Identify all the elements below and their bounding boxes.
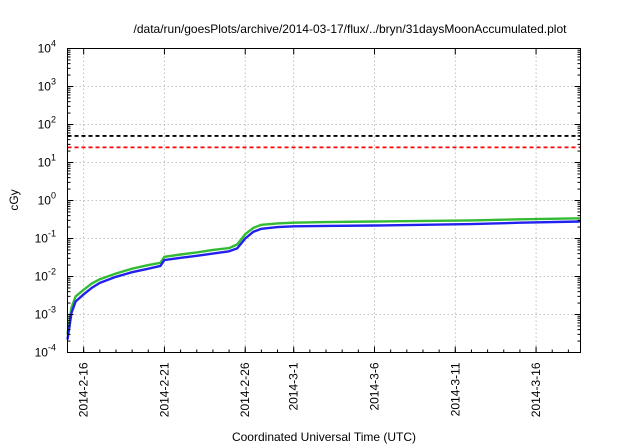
y-tick-label: 10-4 (35, 343, 56, 360)
x-axis-label: Coordinated Universal Time (UTC) (232, 430, 416, 444)
y-tick-label: 10-1 (35, 229, 56, 246)
y-tick-label: 100 (38, 191, 56, 208)
y-tick-label: 101 (38, 153, 56, 170)
y-tick-label: 10-2 (35, 267, 56, 284)
x-tick-label: 2014-3-6 (367, 362, 381, 410)
reference-lines (67, 135, 581, 149)
grid (67, 48, 581, 353)
y-tick-label: 103 (38, 77, 56, 94)
x-tick-label: 2014-2-21 (157, 362, 171, 417)
series-lines (66, 217, 581, 340)
x-tick-label: 2014-2-16 (77, 362, 91, 417)
x-tick-label: 2014-2-26 (238, 362, 252, 417)
x-tick-label: 2014-3-1 (287, 362, 301, 410)
x-tick-label: 2014-3-11 (448, 362, 462, 416)
x-axis-ticks: 2014-2-16 2014-2-21 2014-2-26 2014-3-1 2014-… (67, 48, 569, 417)
chart-title: /data/run/goesPlots/archive/2014-03-17/f… (134, 22, 568, 36)
series-line (66, 217, 581, 335)
y-tick-label: 104 (38, 39, 56, 56)
series-line (66, 220, 581, 340)
y-tick-label: 10-3 (35, 305, 56, 322)
y-axis-label: cGy (7, 189, 21, 210)
y-tick-label: 102 (38, 115, 56, 132)
y-axis-ticks: 10-4 10-3 10-2 10-1 100 101 102 103 104 (35, 39, 581, 360)
x-tick-label: 2014-3-16 (529, 362, 543, 417)
